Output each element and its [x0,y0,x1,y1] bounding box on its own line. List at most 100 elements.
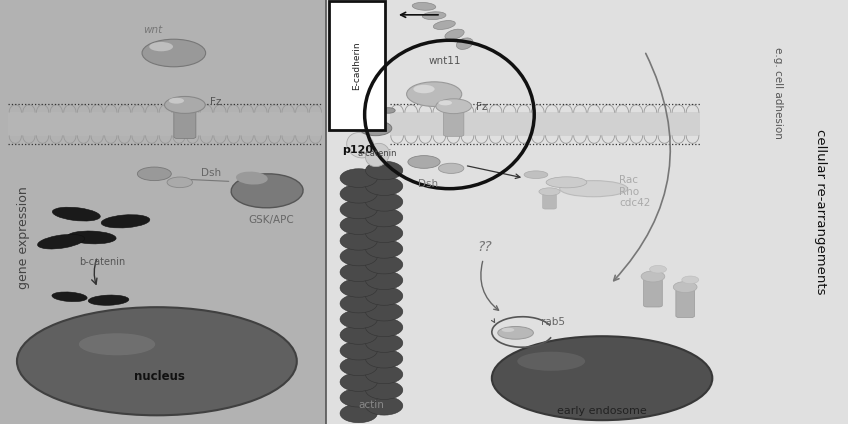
Circle shape [365,365,403,384]
Ellipse shape [546,177,587,188]
Circle shape [365,381,403,399]
Ellipse shape [363,103,380,109]
Circle shape [340,294,377,313]
Circle shape [340,247,377,266]
Ellipse shape [52,292,87,301]
Ellipse shape [650,265,667,273]
Circle shape [340,263,377,282]
Circle shape [340,357,377,376]
Text: b-catenin: b-catenin [79,257,125,267]
Ellipse shape [560,181,628,197]
Ellipse shape [413,85,434,93]
Ellipse shape [232,174,303,208]
Text: early endosome: early endosome [557,406,647,416]
Circle shape [340,216,377,234]
Text: wnt11: wnt11 [429,56,461,67]
Text: actin: actin [359,400,384,410]
Text: p120: p120 [342,145,373,155]
Ellipse shape [360,121,392,136]
Ellipse shape [382,108,395,113]
Ellipse shape [412,3,436,10]
Bar [326,0,848,424]
FancyArrowPatch shape [481,261,499,310]
Circle shape [365,396,403,415]
Text: GSK/APC: GSK/APC [248,215,294,226]
Ellipse shape [438,163,464,173]
Text: E-cadherin: E-cadherin [353,42,361,90]
Ellipse shape [53,207,100,221]
Bar [0,0,326,424]
Text: rab5: rab5 [541,317,565,327]
Ellipse shape [445,29,464,39]
Circle shape [365,240,403,258]
Text: a-catenin: a-catenin [357,149,397,158]
Ellipse shape [539,188,560,195]
FancyBboxPatch shape [644,279,662,307]
Text: Fz: Fz [210,97,221,107]
Ellipse shape [456,38,473,50]
Text: gene expression: gene expression [17,186,31,289]
FancyBboxPatch shape [676,290,695,318]
Ellipse shape [169,98,184,104]
Circle shape [365,224,403,243]
Circle shape [365,177,403,195]
Circle shape [365,349,403,368]
Text: ??: ?? [477,240,493,254]
Text: Fz: Fz [476,102,487,112]
Ellipse shape [517,352,585,371]
Text: cellular re-arrangements: cellular re-arrangements [814,129,828,295]
Bar [8,112,322,136]
Text: cdc42: cdc42 [619,198,650,208]
Ellipse shape [641,271,665,282]
Bar [390,112,700,136]
Circle shape [340,373,377,391]
Ellipse shape [498,326,533,339]
Circle shape [365,318,403,337]
Ellipse shape [365,143,389,167]
Text: Rac: Rac [619,175,638,185]
Ellipse shape [165,97,205,114]
Circle shape [340,404,377,423]
FancyBboxPatch shape [174,106,196,138]
Circle shape [365,161,403,180]
Circle shape [365,302,403,321]
Ellipse shape [408,156,440,168]
Circle shape [340,279,377,297]
Circle shape [340,232,377,250]
Circle shape [340,310,377,329]
FancyArrowPatch shape [614,53,670,281]
Circle shape [340,341,377,360]
Circle shape [340,326,377,344]
Ellipse shape [438,100,452,105]
Circle shape [365,208,403,227]
Ellipse shape [501,328,514,332]
Circle shape [340,388,377,407]
Ellipse shape [407,82,461,106]
Ellipse shape [236,172,268,184]
Circle shape [365,271,403,290]
Ellipse shape [37,234,85,249]
Ellipse shape [17,307,297,416]
Circle shape [340,169,377,187]
Text: Dsh: Dsh [418,179,438,189]
Ellipse shape [67,231,116,244]
Text: wnt: wnt [143,25,162,35]
Circle shape [365,192,403,211]
Circle shape [365,334,403,352]
Ellipse shape [343,104,361,112]
Circle shape [340,200,377,219]
Ellipse shape [422,12,446,20]
Ellipse shape [347,133,374,158]
Text: e.g. cell adhesion: e.g. cell adhesion [773,47,784,139]
Ellipse shape [673,282,697,293]
Ellipse shape [142,39,205,67]
Circle shape [340,184,377,203]
Text: nucleus: nucleus [134,370,185,383]
Ellipse shape [149,42,173,51]
Ellipse shape [492,336,712,420]
Ellipse shape [101,215,150,228]
Ellipse shape [341,114,377,130]
Circle shape [365,287,403,305]
Ellipse shape [436,99,471,114]
Text: Dsh: Dsh [201,167,221,178]
